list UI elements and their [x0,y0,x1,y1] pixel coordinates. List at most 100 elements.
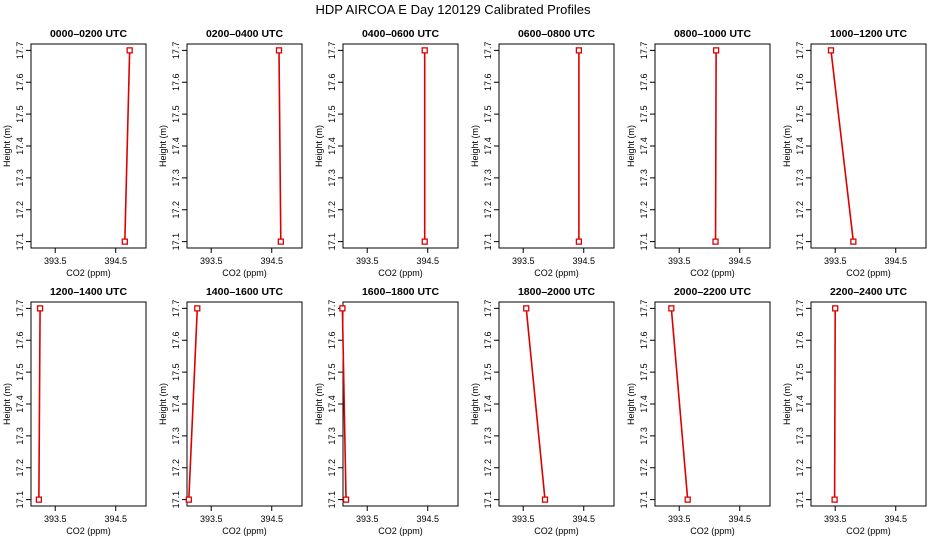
chart-panel-12: 2200–2400 UTC 393.5 394.5 17.1 17.2 17.3 17.4 1… [782,286,927,536]
profile-point [126,47,133,54]
chart-panel-3: 0400–0600 UTC 393.5 394.5 17.1 17.2 17.3 17.4 1… [314,28,459,278]
y-axis-label: Height (m) [626,383,636,425]
y-axis-label: Height (m) [314,383,324,425]
profile-point [523,305,530,312]
x-tick-label: 393.5 [668,256,691,266]
profile-point [575,47,583,54]
x-tick-label: 394.5 [572,514,595,524]
plot-frame [342,301,459,507]
plot-frame [654,301,771,507]
profile-line [830,50,855,242]
y-tick-label: 17.6 [327,73,337,91]
y-tick-label: 17.3 [327,169,337,187]
profile-line [38,308,41,500]
y-tick-label: 17.6 [327,331,337,349]
profile-point [277,238,284,245]
y-tick-label: 17.7 [483,42,493,60]
y-tick-label: 17.1 [15,233,25,251]
x-axis-label: CO2 (ppm) [534,268,579,278]
profile-point [421,47,428,54]
profile-point [541,496,549,503]
x-axis-label: CO2 (ppm) [66,268,111,278]
panel-title: 1800–2000 UTC [518,286,595,298]
profile-line [124,50,131,242]
y-tick-label: 17.5 [15,105,25,123]
chart-panel-9: 1600–1800 UTC 393.5 394.5 17.1 17.2 17.3 17.4 1… [314,286,459,536]
y-tick-label: 17.7 [327,42,337,60]
y-tick-label: 17.7 [171,300,181,318]
profile-point [342,496,350,503]
x-tick-label: 394.5 [416,256,439,266]
y-tick-label: 17.1 [327,491,337,509]
y-tick-label: 17.2 [483,459,493,477]
profile-line [188,308,199,500]
y-tick-label: 17.6 [639,73,649,91]
y-axis-label: Height (m) [782,125,792,167]
profile-line [525,308,546,500]
chart-panel-8: 1400–1600 UTC 393.5 394.5 17.1 17.2 17.3 17.4 1… [158,286,303,536]
x-axis-label: CO2 (ppm) [222,526,267,536]
profile-point [421,238,428,245]
x-axis-label: CO2 (ppm) [846,268,891,278]
y-tick-label: 17.4 [327,137,337,155]
y-tick-label: 17.4 [15,137,25,155]
plot-frame [30,301,147,507]
x-tick-label: 393.5 [44,256,67,266]
plot-frame [186,43,303,249]
chart-panel-4: 0600–0800 UTC 393.5 394.5 17.1 17.2 17.3 17.4 1… [470,28,615,278]
x-axis-label: CO2 (ppm) [690,268,735,278]
y-tick-label: 17.2 [15,459,25,477]
y-tick-label: 17.5 [639,363,649,381]
x-tick-label: 394.5 [260,256,283,266]
panel-title: 0200–0400 UTC [206,28,283,40]
y-tick-label: 17.7 [483,300,493,318]
y-tick-label: 17.3 [483,169,493,187]
y-tick-label: 17.6 [795,331,805,349]
y-tick-label: 17.2 [327,459,337,477]
panel-title: 2000–2200 UTC [674,286,751,298]
y-tick-label: 17.4 [639,395,649,413]
plot-frame [498,43,615,249]
y-tick-label: 17.5 [795,363,805,381]
y-tick-label: 17.1 [483,491,493,509]
y-tick-label: 17.5 [483,105,493,123]
y-tick-label: 17.4 [795,137,805,155]
y-tick-label: 17.6 [171,331,181,349]
y-tick-label: 17.1 [15,491,25,509]
x-axis-label: CO2 (ppm) [690,526,735,536]
x-tick-label: 393.5 [356,256,379,266]
y-tick-label: 17.5 [171,363,181,381]
y-tick-label: 17.2 [639,201,649,219]
x-tick-label: 394.5 [884,514,907,524]
y-tick-label: 17.1 [795,491,805,509]
y-tick-label: 17.2 [171,201,181,219]
y-axis-label: Height (m) [314,125,324,167]
y-axis-label: Height (m) [2,125,12,167]
y-tick-label: 17.1 [639,491,649,509]
y-tick-label: 17.2 [327,201,337,219]
panel-title: 1000–1200 UTC [830,28,907,40]
y-tick-label: 17.5 [639,105,649,123]
y-tick-label: 17.6 [171,73,181,91]
x-tick-label: 394.5 [728,256,751,266]
y-tick-label: 17.5 [483,363,493,381]
x-axis-label: CO2 (ppm) [534,526,579,536]
y-tick-label: 17.6 [639,331,649,349]
y-tick-label: 17.5 [327,363,337,381]
y-tick-label: 17.2 [639,459,649,477]
y-tick-label: 17.3 [639,427,649,445]
x-tick-label: 393.5 [356,514,379,524]
chart-panel-10: 1800–2000 UTC 393.5 394.5 17.1 17.2 17.3 17.4 1… [470,286,615,536]
panel-title: 0000–0200 UTC [50,28,127,40]
profile-point [712,238,719,245]
y-tick-label: 17.6 [483,331,493,349]
y-tick-label: 17.3 [639,169,649,187]
x-tick-label: 394.5 [104,256,127,266]
y-axis-label: Height (m) [158,383,168,425]
x-tick-label: 393.5 [44,514,67,524]
y-tick-label: 17.1 [171,491,181,509]
profile-point [831,496,838,503]
panel-title: 0600–0800 UTC [518,28,595,40]
profile-point [684,496,691,503]
